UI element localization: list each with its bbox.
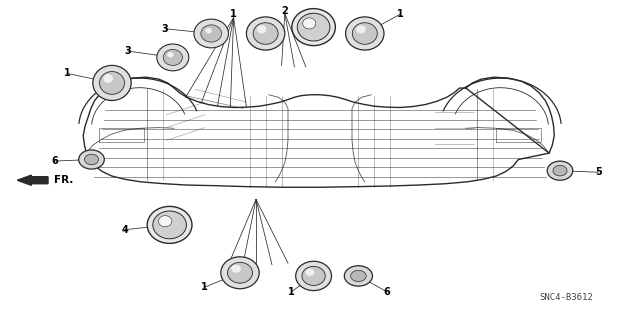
Text: SNC4-B3612: SNC4-B3612 [540,293,593,302]
FancyArrow shape [17,175,48,185]
Ellipse shape [297,13,330,41]
Text: 4: 4 [122,225,128,235]
Ellipse shape [167,52,173,57]
Ellipse shape [201,25,221,42]
Ellipse shape [351,270,366,282]
Ellipse shape [163,49,182,65]
Ellipse shape [221,257,259,289]
Ellipse shape [356,25,366,33]
Ellipse shape [344,266,372,286]
Ellipse shape [303,18,316,29]
Ellipse shape [205,28,212,33]
Ellipse shape [228,262,253,283]
Text: 1: 1 [230,9,237,19]
Text: 1: 1 [288,287,294,297]
Ellipse shape [346,17,384,50]
Text: 1: 1 [64,68,70,78]
Text: 6: 6 [384,287,390,297]
Ellipse shape [104,74,113,83]
Ellipse shape [302,266,325,286]
Ellipse shape [194,19,228,48]
Ellipse shape [159,216,172,227]
Text: 5: 5 [595,167,602,177]
Ellipse shape [292,9,335,46]
Text: 3: 3 [125,46,131,56]
Ellipse shape [79,150,104,169]
Ellipse shape [553,165,567,176]
Ellipse shape [84,154,99,165]
Ellipse shape [157,44,189,71]
Ellipse shape [547,161,573,180]
Text: FR.: FR. [54,175,74,185]
Ellipse shape [296,261,332,291]
Ellipse shape [93,65,131,100]
Ellipse shape [253,23,278,44]
Text: 1: 1 [202,282,208,292]
Ellipse shape [147,206,192,243]
Ellipse shape [305,269,314,276]
Text: 2: 2 [282,6,288,16]
Ellipse shape [100,71,124,94]
Ellipse shape [153,211,186,239]
Ellipse shape [246,17,285,50]
Text: 3: 3 [162,24,168,34]
Text: 6: 6 [51,156,58,166]
Ellipse shape [352,23,378,44]
Text: 1: 1 [397,9,403,19]
Ellipse shape [257,25,267,33]
Ellipse shape [232,265,241,273]
